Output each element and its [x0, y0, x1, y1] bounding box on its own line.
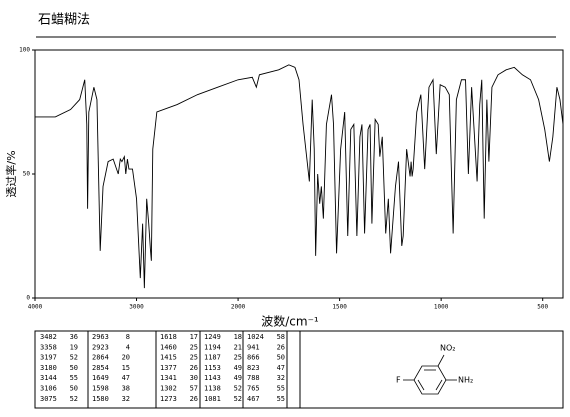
peak-transmittance: 21 — [234, 343, 242, 351]
peak-transmittance: 32 — [122, 395, 130, 403]
x-axis-label: 波数/cm⁻¹ — [261, 314, 319, 329]
peak-transmittance: 52 — [234, 385, 242, 393]
y-tick-label: 0 — [26, 295, 30, 302]
peak-transmittance: 25 — [234, 354, 242, 362]
peak-transmittance: 55 — [277, 395, 285, 403]
x-tick-label: 1000 — [434, 304, 449, 311]
peak-wavenumber: 3075 — [40, 395, 57, 403]
peak-transmittance: 30 — [190, 374, 198, 382]
peak-wavenumber: 866 — [247, 354, 260, 362]
peak-wavenumber: 1153 — [204, 364, 221, 372]
peak-transmittance: 52 — [234, 395, 242, 403]
peak-wavenumber: 467 — [247, 395, 260, 403]
peak-transmittance: 20 — [122, 354, 130, 362]
peak-transmittance: 38 — [122, 385, 130, 393]
peak-wavenumber: 2963 — [92, 333, 109, 341]
peak-transmittance: 57 — [190, 385, 198, 393]
peak-wavenumber: 1580 — [92, 395, 109, 403]
peak-wavenumber: 1024 — [247, 333, 264, 341]
peak-transmittance: 49 — [234, 374, 242, 382]
structure — [403, 354, 457, 395]
peak-transmittance: 17 — [190, 333, 198, 341]
peak-wavenumber: 2864 — [92, 354, 109, 362]
peak-transmittance: 52 — [70, 395, 78, 403]
peak-wavenumber: 823 — [247, 364, 260, 372]
double-bond — [417, 379, 425, 391]
peak-transmittance: 49 — [234, 364, 242, 372]
spectrum-line — [35, 64, 564, 289]
peak-wavenumber: 3144 — [40, 374, 57, 382]
structure-label: NO₂ — [440, 344, 456, 353]
peak-wavenumber: 1194 — [204, 343, 221, 351]
peak-transmittance: 15 — [122, 364, 130, 372]
structure-label: NH₂ — [458, 376, 473, 385]
peak-wavenumber: 2854 — [92, 364, 109, 372]
bond — [437, 354, 445, 367]
peak-wavenumber: 1649 — [92, 374, 109, 382]
peak-wavenumber: 941 — [247, 343, 260, 351]
peak-transmittance: 55 — [70, 374, 78, 382]
peak-wavenumber: 3180 — [40, 364, 57, 372]
x-tick-label: 3000 — [129, 304, 144, 311]
x-tick-label: 2000 — [231, 304, 246, 311]
peak-transmittance: 50 — [70, 385, 78, 393]
double-bond — [435, 379, 443, 391]
peak-wavenumber: 1618 — [160, 333, 177, 341]
peak-transmittance: 26 — [277, 343, 285, 351]
peak-wavenumber: 3358 — [40, 343, 57, 351]
peak-wavenumber: 1302 — [160, 385, 177, 393]
peak-wavenumber: 3197 — [40, 354, 57, 362]
table-frame — [34, 330, 564, 409]
x-tick-label: 4000 — [28, 304, 43, 311]
peak-wavenumber: 2923 — [92, 343, 109, 351]
chart-title: 石蜡糊法 — [38, 12, 90, 28]
peak-transmittance: 18 — [234, 333, 242, 341]
peak-transmittance: 55 — [277, 385, 285, 393]
peak-wavenumber: 1143 — [204, 374, 221, 382]
peak-transmittance: 50 — [70, 364, 78, 372]
peak-wavenumber: 3482 — [40, 333, 57, 341]
y-tick-label: 50 — [23, 171, 31, 178]
peak-transmittance: 26 — [190, 395, 198, 403]
peak-transmittance: 47 — [122, 374, 130, 382]
peak-wavenumber: 765 — [247, 385, 260, 393]
structure-label: F — [396, 376, 401, 385]
x-tick-label: 1500 — [332, 304, 347, 311]
peak-transmittance: 50 — [277, 354, 285, 362]
peak-wavenumber: 1187 — [204, 354, 221, 362]
peak-transmittance: 19 — [70, 343, 78, 351]
peak-transmittance: 4 — [126, 343, 130, 351]
peak-wavenumber: 3106 — [40, 385, 57, 393]
y-axis-label: 透过率/% — [4, 150, 18, 197]
peak-transmittance: 52 — [70, 354, 78, 362]
peak-wavenumber: 1341 — [160, 374, 177, 382]
x-tick-label: 500 — [537, 304, 548, 311]
peak-wavenumber: 1460 — [160, 343, 177, 351]
peak-transmittance: 8 — [126, 333, 130, 341]
peak-transmittance: 25 — [190, 354, 198, 362]
peak-transmittance: 58 — [277, 333, 285, 341]
peak-wavenumber: 1249 — [204, 333, 221, 341]
peak-wavenumber: 1138 — [204, 385, 221, 393]
peak-wavenumber: 1598 — [92, 385, 109, 393]
peak-wavenumber: 1273 — [160, 395, 177, 403]
peak-transmittance: 36 — [70, 333, 78, 341]
y-tick-label: 100 — [19, 47, 30, 54]
peak-wavenumber: 1377 — [160, 364, 177, 372]
peak-transmittance: 26 — [190, 364, 198, 372]
peak-transmittance: 47 — [277, 364, 285, 372]
peak-transmittance: 25 — [190, 343, 198, 351]
peak-wavenumber: 788 — [247, 374, 260, 382]
peak-wavenumber: 1081 — [204, 395, 221, 403]
peak-transmittance: 32 — [277, 374, 285, 382]
peak-wavenumber: 1415 — [160, 354, 177, 362]
